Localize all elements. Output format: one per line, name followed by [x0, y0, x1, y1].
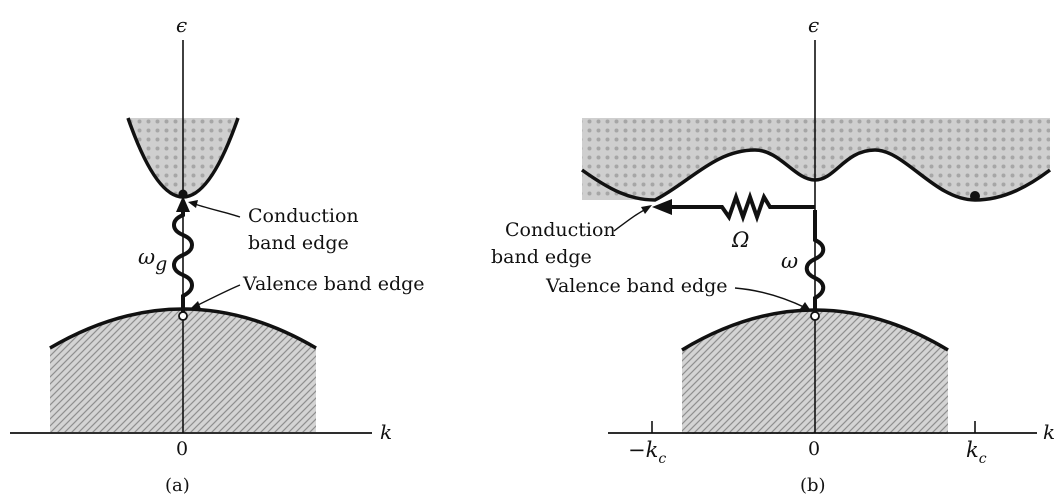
valence-maximum-dot-b [810, 311, 820, 321]
transition-label-a: ωg [138, 245, 167, 275]
conduction-label-a-line2: band edge [248, 232, 349, 254]
valence-label-a: Valence band edge [242, 273, 425, 295]
conduction-pointer-a [191, 202, 241, 218]
valence-pointer-head-a [190, 301, 201, 309]
conduction-band-b [582, 118, 1050, 200]
origin-tick-b: 0 [808, 438, 820, 460]
photon-arrow-a [172, 206, 194, 313]
origin-tick-a: 0 [176, 438, 188, 460]
photon-label-b: ω [781, 249, 798, 273]
phonon-label-b: Ω [731, 228, 749, 252]
photon-arrowhead-a [176, 196, 190, 212]
conduction-pointer-head-b [641, 205, 652, 214]
valence-label-b: Valence band edge [545, 275, 728, 297]
photon-arrow-b [804, 210, 826, 314]
phonon-arrowhead-b [652, 199, 672, 215]
k-axis-label-b: k [1043, 420, 1055, 444]
conduction-pointer-head-a [188, 200, 198, 208]
conduction-label-a-line1: Conduction [248, 205, 359, 227]
conduction-pointer-b [613, 207, 649, 232]
conduction-minimum-dot-a [178, 189, 188, 199]
energy-axis-label-b: ϵ [808, 13, 819, 37]
panel-b: ϵ k 0 −kc kc ω Ω Conduction band edge Va… [491, 13, 1055, 496]
caption-a: (a) [165, 475, 190, 496]
valence-pointer-b [734, 287, 807, 309]
valence-pointer-a [193, 284, 241, 308]
pos-kc-label: kc [966, 438, 987, 467]
conduction-minimum-dot-b [970, 191, 980, 201]
energy-axis-label-a: ϵ [176, 13, 187, 37]
neg-kc-label: −kc [628, 438, 666, 467]
valence-pointer-head-b [800, 302, 811, 311]
caption-b: (b) [800, 475, 826, 496]
k-axis-label-a: k [380, 420, 392, 444]
valence-maximum-dot-a [178, 311, 188, 321]
phonon-arrow-b [668, 190, 815, 224]
conduction-label-b-line2: band edge [491, 246, 592, 268]
panel-a: ϵ k 0 ωg Conduction band edge Valence ba… [10, 13, 425, 496]
conduction-label-b-line1: Conduction [505, 219, 616, 241]
